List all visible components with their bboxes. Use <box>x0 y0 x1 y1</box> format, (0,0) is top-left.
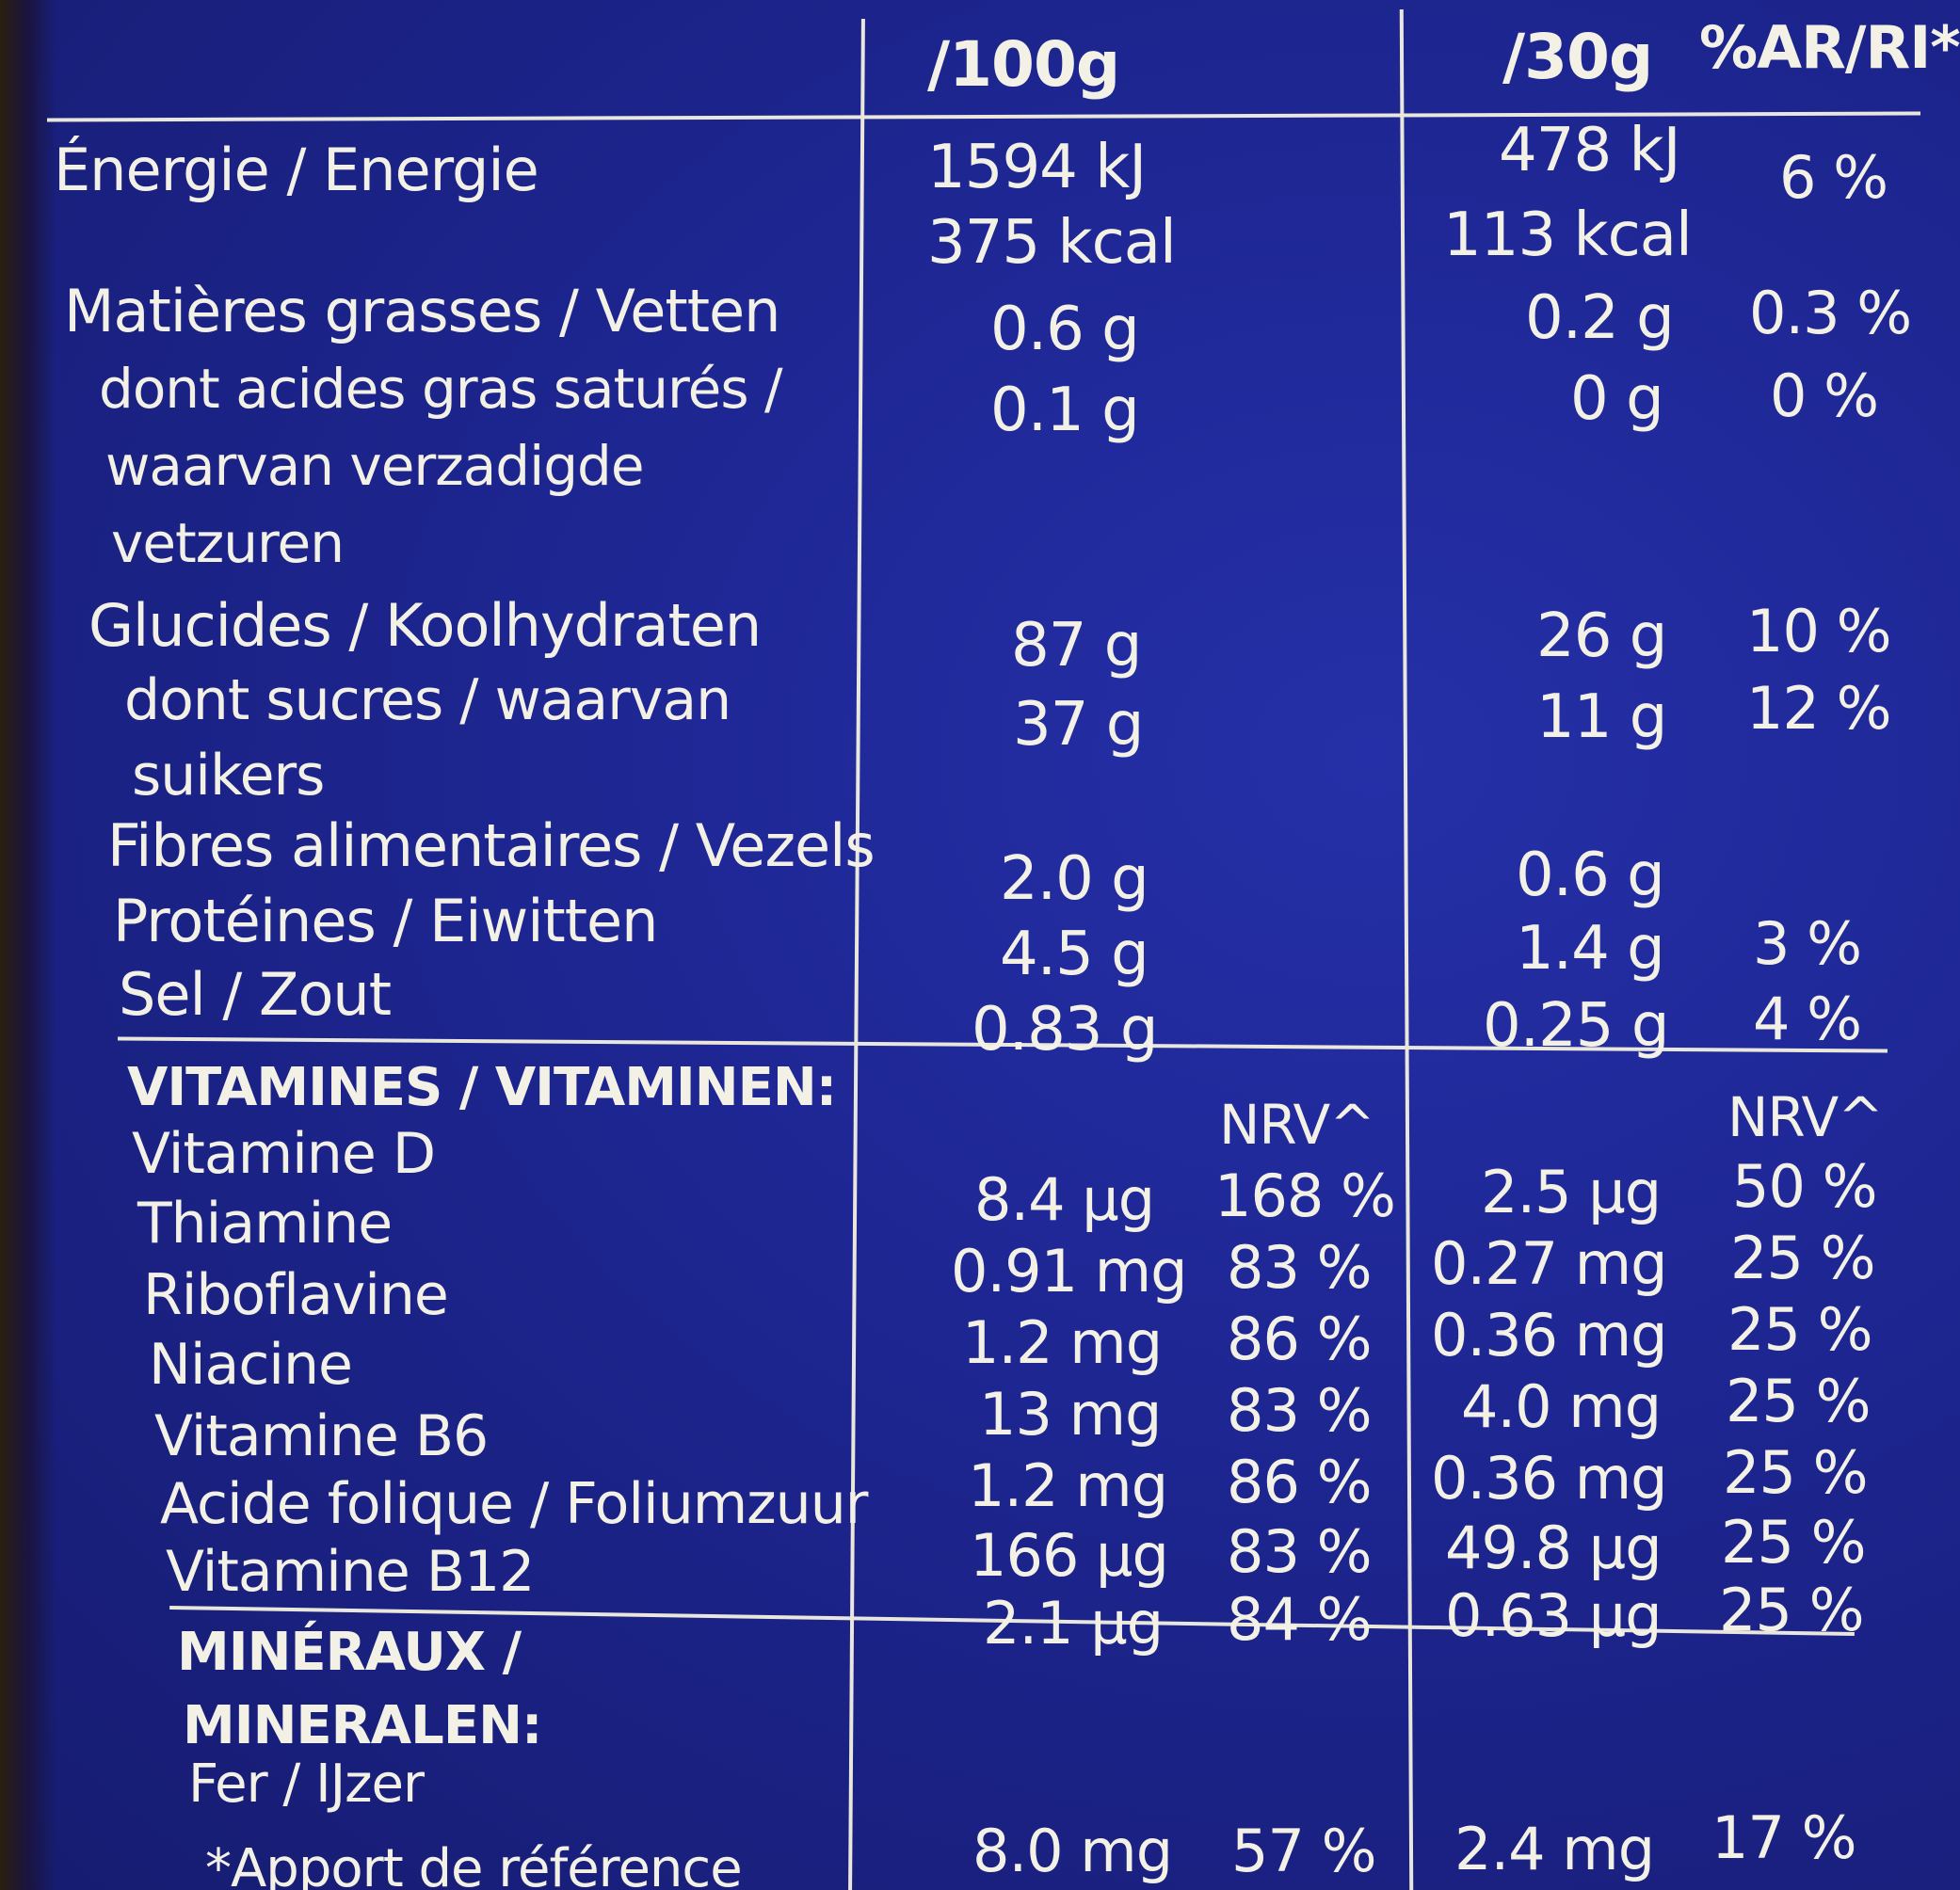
header-per-100g: /100g <box>927 28 1120 101</box>
sugars-100g: 37 g <box>1013 690 1144 760</box>
saturated-fat-100g: 0.1 g <box>990 376 1140 445</box>
minerals-heading-line-1: MINÉRAUX / <box>177 1622 522 1683</box>
riboflavin-nrv-100g: 86 % <box>1227 1305 1373 1373</box>
fibre-label: Fibres alimentaires / Vezels <box>107 811 876 880</box>
iron-nrv-100g: 57 % <box>1231 1817 1377 1885</box>
salt-30g: 0.25 g <box>1483 991 1669 1061</box>
thiamine-nrv-30g: 25 % <box>1730 1224 1876 1292</box>
thiamine-label: Thiamine <box>137 1191 393 1257</box>
vitamin-b12-label: Vitamine B12 <box>166 1539 535 1605</box>
vitamin-d-30g: 2.5 µg <box>1481 1158 1662 1226</box>
reference-intake-footnote: *Apport de référence <box>205 1838 743 1890</box>
vitamins-heading: VITAMINES / VITAMINEN: <box>127 1057 837 1118</box>
energy-ri: 6 % <box>1779 143 1888 212</box>
folic-acid-30g: 49.8 µg <box>1445 1514 1663 1582</box>
carbohydrates-100g: 87 g <box>1011 611 1142 681</box>
energy-kcal-100g: 375 kcal <box>927 208 1177 278</box>
vitamin-b6-nrv-30g: 25 % <box>1723 1438 1869 1507</box>
saturated-fat-30g: 0 g <box>1570 364 1664 434</box>
niacin-label: Niacine <box>149 1332 353 1398</box>
sugars-30g: 11 g <box>1536 682 1667 752</box>
vitamins-nrv-100g-header: NRV^ <box>1219 1093 1375 1157</box>
vitamin-b6-label: Vitamine B6 <box>154 1403 489 1469</box>
box-edge-shadow <box>0 0 56 1890</box>
sugars-label-line-2: suikers <box>132 743 325 809</box>
vitamin-d-nrv-100g: 168 % <box>1214 1161 1396 1230</box>
protein-100g: 4.5 g <box>1000 920 1149 989</box>
energy-kj-30g: 478 kJ <box>1499 116 1680 185</box>
fat-30g: 0.2 g <box>1525 283 1675 353</box>
riboflavin-nrv-30g: 25 % <box>1727 1295 1873 1364</box>
protein-30g: 1.4 g <box>1516 914 1665 984</box>
niacin-nrv-30g: 25 % <box>1726 1367 1872 1435</box>
column-divider-2 <box>1399 9 1414 1890</box>
niacin-100g: 13 mg <box>979 1380 1162 1449</box>
fat-ri: 0.3 % <box>1749 279 1912 347</box>
carbohydrates-label: Glucides / Koolhydraten <box>88 591 762 660</box>
vitamin-b12-30g: 0.63 µg <box>1445 1581 1663 1650</box>
saturated-fat-label-line-3: vetzuren <box>111 511 345 575</box>
fat-100g: 0.6 g <box>990 295 1140 364</box>
sugars-label-line-1: dont sucres / waarvan <box>124 667 731 733</box>
folic-acid-label: Acide folique / Foliumzuur <box>160 1471 868 1537</box>
saturated-fat-label-line-2: waarvan verzadigde <box>105 434 645 498</box>
thiamine-nrv-100g: 83 % <box>1227 1233 1373 1302</box>
vitamin-b12-nrv-100g: 84 % <box>1227 1585 1373 1654</box>
energy-label: Énergie / Energie <box>54 136 539 204</box>
minerals-heading-line-2: MINERALEN: <box>183 1695 542 1756</box>
vitamin-b6-100g: 1.2 mg <box>968 1451 1168 1520</box>
niacin-nrv-100g: 83 % <box>1227 1376 1373 1445</box>
salt-ri: 4 % <box>1753 985 1862 1053</box>
thiamine-100g: 0.91 mg <box>951 1237 1188 1305</box>
iron-30g: 2.4 mg <box>1454 1815 1655 1883</box>
iron-100g: 8.0 mg <box>972 1817 1173 1885</box>
riboflavin-30g: 0.36 mg <box>1431 1301 1668 1369</box>
vitamin-d-label: Vitamine D <box>132 1121 436 1187</box>
saturated-fat-ri: 0 % <box>1770 361 1879 430</box>
niacin-30g: 4.0 mg <box>1461 1372 1662 1441</box>
column-divider-1 <box>848 19 865 1890</box>
vitamin-b6-30g: 0.36 mg <box>1431 1444 1668 1513</box>
riboflavin-100g: 1.2 mg <box>962 1308 1163 1377</box>
riboflavin-label: Riboflavine <box>143 1262 449 1328</box>
thiamine-30g: 0.27 mg <box>1431 1229 1668 1298</box>
protein-ri: 3 % <box>1753 909 1862 978</box>
sugars-ri: 12 % <box>1746 674 1892 743</box>
carbohydrates-ri: 10 % <box>1746 597 1892 665</box>
energy-kj-100g: 1594 kJ <box>927 133 1147 202</box>
fibre-100g: 2.0 g <box>1000 844 1149 914</box>
iron-nrv-30g: 17 % <box>1711 1803 1857 1872</box>
saturated-fat-label-line-1: dont acides gras saturés / <box>99 357 783 421</box>
fat-label: Matières grasses / Vetten <box>64 277 780 345</box>
vitamin-d-100g: 8.4 µg <box>974 1165 1155 1234</box>
vitamin-b12-100g: 2.1 µg <box>983 1589 1164 1658</box>
folic-acid-nrv-100g: 83 % <box>1227 1517 1373 1586</box>
vitamin-b12-nrv-30g: 25 % <box>1719 1576 1865 1644</box>
energy-kcal-30g: 113 kcal <box>1443 200 1693 270</box>
fibre-30g: 0.6 g <box>1516 841 1665 910</box>
vitamin-b6-nrv-100g: 86 % <box>1227 1448 1373 1516</box>
vitamins-nrv-30g-header: NRV^ <box>1727 1085 1884 1149</box>
folic-acid-nrv-30g: 25 % <box>1721 1508 1867 1577</box>
salt-100g: 0.83 g <box>972 995 1158 1065</box>
protein-label: Protéines / Eiwitten <box>113 887 658 955</box>
header-per-30g: /30g <box>1502 21 1653 93</box>
carbohydrates-30g: 26 g <box>1536 601 1667 671</box>
iron-label: Fer / IJzer <box>188 1754 425 1815</box>
header-reference-intake: %AR/RI* <box>1699 13 1960 82</box>
vitamin-d-nrv-30g: 50 % <box>1732 1152 1878 1221</box>
folic-acid-100g: 166 µg <box>970 1521 1169 1590</box>
salt-label: Sel / Zout <box>119 960 392 1029</box>
